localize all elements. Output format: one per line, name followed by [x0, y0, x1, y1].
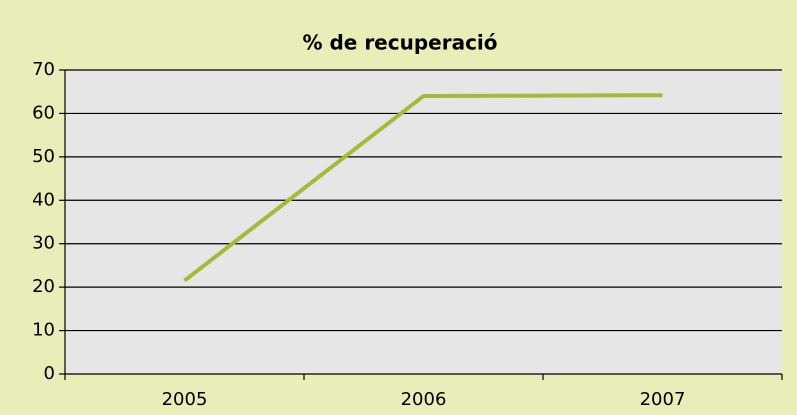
x-tick-label: 2006 — [401, 389, 447, 410]
y-tick-label: 70 — [32, 59, 55, 80]
data-line — [183, 93, 663, 283]
y-tick-label: 60 — [32, 102, 55, 123]
plot-area — [65, 70, 782, 374]
x-tick-label: 2005 — [162, 389, 208, 410]
x-tick-label: 2007 — [640, 389, 686, 410]
y-tick-label: 30 — [32, 233, 55, 254]
y-tick-label: 10 — [32, 320, 55, 341]
chart-title: % de recuperació — [302, 31, 497, 55]
y-tick-label: 50 — [32, 146, 55, 167]
y-tick-label: 40 — [32, 189, 55, 210]
y-tick-label: 20 — [32, 276, 55, 297]
y-tick-label: 0 — [44, 363, 55, 384]
